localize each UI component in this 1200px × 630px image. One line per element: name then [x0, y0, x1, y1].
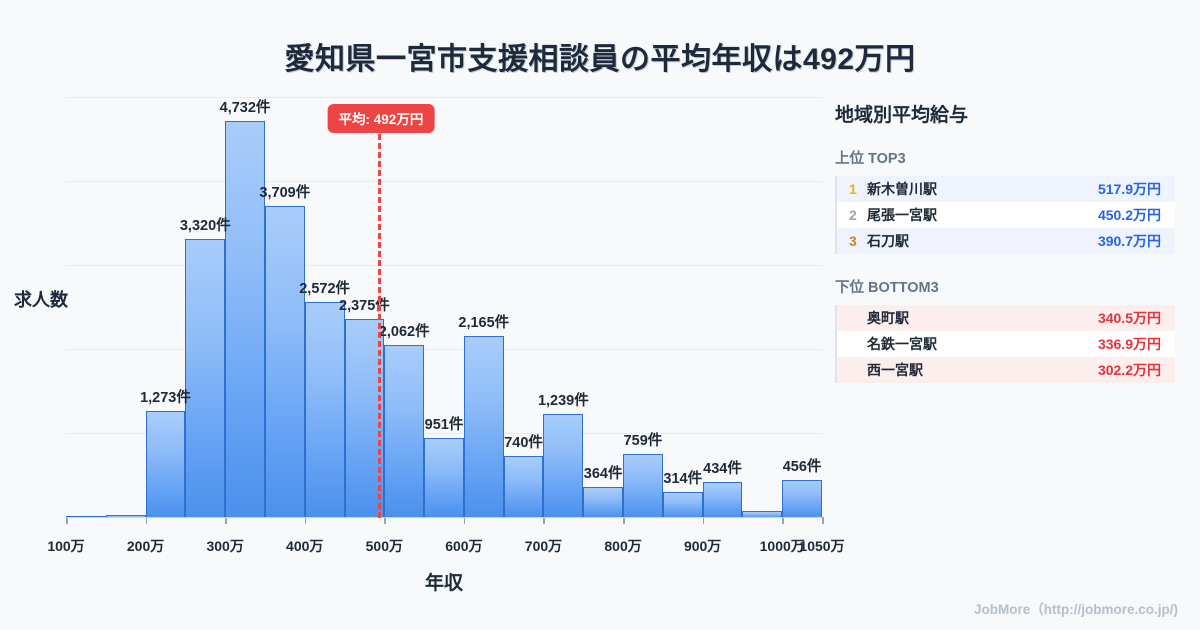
histogram-bar: [145, 411, 186, 518]
gridline: [66, 265, 822, 266]
x-axis-tick: [822, 517, 824, 524]
x-axis-tick: [66, 517, 68, 524]
x-axis-tick: [225, 517, 227, 524]
station-name: 西一宮駅: [867, 362, 923, 378]
x-axis-tick: [543, 517, 545, 524]
histogram-bar: [304, 301, 345, 518]
gridline: [66, 97, 822, 98]
station-name: 名鉄一宮駅: [867, 336, 937, 352]
salary-histogram-chart: 求人数 1,273件 3,320件 4,732件 3,709件 2,572件 2,375件…: [0, 88, 845, 594]
bar-value-label: 759件: [623, 433, 663, 450]
y-axis-title: 求人数: [14, 290, 68, 310]
histogram-bar: [424, 438, 464, 518]
x-axis-tick-label: 500万: [365, 538, 403, 554]
histogram-bar: [185, 239, 226, 518]
plot-area: 1,273件 3,320件 4,732件 3,709件 2,572件 2,375件 2,06…: [47, 97, 845, 554]
station-name: 尾張一宮駅: [867, 207, 937, 223]
footer-credit: JobMore（http://jobmore.co.jp/): [974, 602, 1178, 617]
x-axis-tick-label: 700万: [524, 538, 563, 554]
histogram-bar: [344, 318, 385, 518]
x-axis-tick: [702, 517, 705, 524]
rank-number: 1: [849, 181, 857, 197]
bar-value-label: 3,709件: [259, 185, 311, 202]
x-axis-tick-label: 900万: [683, 538, 722, 554]
bar-value-label: 434件: [703, 460, 742, 477]
rank-number: 3: [849, 233, 857, 249]
bottom3-list: 奥町駅 340.5万円名鉄一宮駅 336.9万円西一宮駅 302.2万円: [835, 305, 1175, 383]
page-title: 愛知県一宮市支援相談員の平均年収は492万円: [284, 43, 916, 76]
x-axis-tick-label: 800万: [604, 538, 642, 554]
histogram-bar: [463, 336, 504, 518]
bar-value-label: 456件: [782, 458, 822, 475]
histogram-bar: [543, 413, 584, 518]
top3-heading: 上位 TOP3: [835, 151, 906, 167]
station-name: 奥町駅: [867, 310, 909, 326]
bar-value-label: 740件: [504, 434, 543, 451]
bar-value-label: 364件: [583, 466, 623, 483]
x-axis-tick-label: 1050万: [799, 538, 845, 554]
average-salary-value: 450.2万円: [1097, 207, 1161, 223]
x-axis-tick: [384, 517, 386, 524]
regional-salary-sidebar: 地域別平均給与 上位 TOP3 1 新木曽川駅 517.9万円 2 尾張一宮駅 450.2…: [835, 100, 1175, 405]
station-name: 石刀駅: [867, 233, 909, 249]
histogram-bar: [583, 487, 624, 518]
average-salary-value: 390.7万円: [1097, 233, 1161, 249]
gridline: [66, 181, 822, 182]
x-axis-tick-label: 400万: [286, 538, 324, 554]
histogram-bar: [264, 206, 305, 518]
x-axis-tick: [623, 517, 625, 524]
bar-value-label: 1,239件: [537, 392, 589, 409]
top3-list: 1 新木曽川駅 517.9万円 2 尾張一宮駅 450.2万円 3 石刀駅 390.7万円: [835, 176, 1175, 254]
bar-value-label: 1,273件: [140, 390, 191, 407]
average-badge: 平均: 492万円: [327, 104, 435, 133]
histogram-bar: [662, 491, 703, 518]
average-salary-value: 302.2万円: [1097, 362, 1161, 378]
x-axis-tick-label: 600万: [445, 538, 483, 554]
bar-value-label: 3,320件: [179, 218, 231, 235]
x-axis-title: 年収: [424, 573, 463, 594]
station-name: 新木曽川駅: [867, 181, 937, 197]
histogram-bar: [623, 454, 663, 518]
average-line: 平均: 492万円: [327, 104, 435, 518]
histogram-bar: [503, 455, 544, 518]
sidebar-title: 地域別平均給与: [835, 105, 969, 126]
bar-value-label: 4,732件: [219, 99, 271, 116]
x-axis-tick: [145, 517, 148, 524]
x-axis-tick: [304, 517, 307, 524]
rank-row[interactable]: 西一宮駅 302.2万円: [837, 357, 1175, 383]
rank-row[interactable]: 奥町駅 340.5万円: [837, 305, 1175, 331]
bottom3-heading: 下位 BOTTOM3: [835, 280, 939, 296]
bar-value-label: 2,375件: [339, 297, 390, 314]
x-axis-tick-label: 1000万: [759, 538, 805, 554]
histogram-bar: [225, 120, 265, 518]
bar-value-label: 2,572件: [299, 280, 351, 297]
rank-row[interactable]: 1 新木曽川駅 517.9万円: [837, 176, 1175, 202]
gridline: [66, 433, 822, 434]
average-salary-value: 336.9万円: [1097, 336, 1161, 352]
histogram-bar: [782, 479, 822, 518]
rank-row[interactable]: 3 石刀駅 390.7万円: [837, 228, 1175, 254]
histogram-bar: [384, 344, 425, 518]
x-axis-tick: [782, 517, 784, 524]
x-axis-tick-label: 200万: [126, 538, 165, 554]
average-salary-value: 340.5万円: [1097, 310, 1161, 326]
bar-value-label: 2,165件: [458, 315, 510, 332]
rank-row[interactable]: 2 尾張一宮駅 450.2万円: [837, 202, 1175, 228]
histogram-bar: [742, 511, 783, 518]
x-axis-tick: [463, 517, 466, 524]
x-axis-line: [66, 516, 822, 518]
rank-number: 2: [849, 207, 857, 223]
histogram-bar: [702, 481, 743, 518]
x-axis-tick-label: 100万: [47, 538, 85, 554]
rank-row[interactable]: 名鉄一宮駅 336.9万円: [837, 331, 1175, 357]
bar-value-label: 951件: [424, 417, 464, 434]
bar-value-label: 314件: [663, 470, 703, 487]
gridline: [66, 349, 822, 350]
average-salary-value: 517.9万円: [1097, 181, 1161, 197]
x-axis-tick-label: 300万: [206, 538, 244, 554]
bar-value-label: 2,062件: [378, 323, 430, 340]
